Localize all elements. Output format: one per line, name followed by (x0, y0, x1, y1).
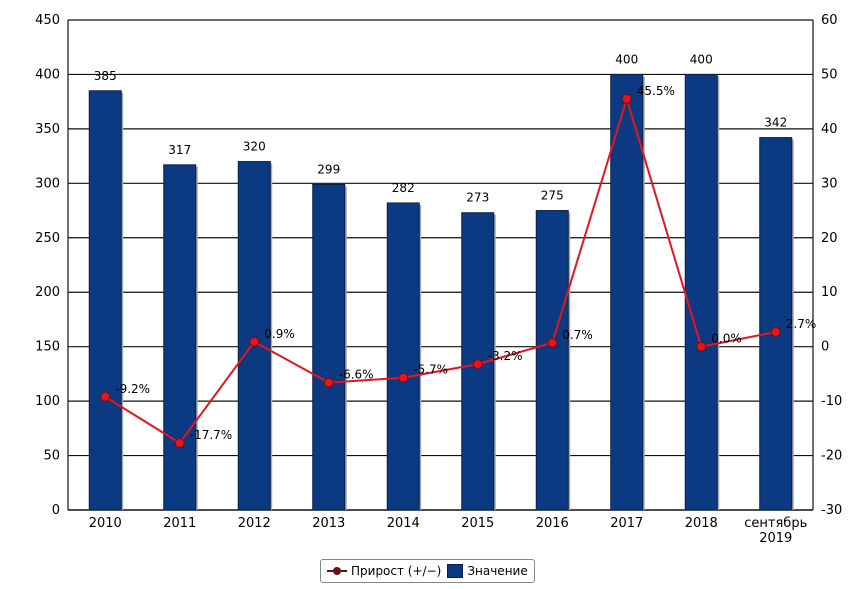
y-left-tick-label: 0 (52, 503, 60, 518)
growth-point (547, 337, 558, 348)
growth-point (249, 336, 260, 347)
bar (610, 73, 644, 511)
y-left-tick-label: 250 (35, 231, 60, 246)
bar (386, 202, 420, 511)
bar-value-label: 299 (317, 162, 340, 176)
growth-point (696, 341, 707, 352)
growth-point (472, 359, 483, 370)
x-tick-label: 2016 (536, 516, 569, 531)
bar-value-label: 342 (764, 116, 787, 130)
bar-value-label: 273 (466, 191, 489, 205)
bar-value-label: 282 (392, 181, 415, 195)
y-right-tick-label: 40 (821, 122, 838, 137)
y-right-tick-label: 50 (821, 67, 838, 82)
bar (535, 210, 569, 511)
y-left-tick-label: 100 (35, 394, 60, 409)
bar (312, 183, 346, 511)
y-left-tick-label: 350 (35, 122, 60, 137)
x-tick-label: 2010 (89, 516, 122, 531)
bar-value-label: 385 (94, 69, 117, 83)
growth-line (104, 95, 776, 445)
y-right-tick-label: 30 (821, 176, 838, 191)
x-tick-label: 2019 (759, 531, 792, 546)
bar-value-label: 400 (690, 52, 713, 66)
legend-bar-swatch-icon (447, 564, 464, 578)
growth-point (174, 438, 185, 449)
growth-point-label: -9.2% (115, 382, 150, 396)
x-tick-label: 2015 (461, 516, 494, 531)
growth-point (100, 391, 111, 402)
y-right-tick-label: -20 (821, 449, 842, 464)
growth-point (621, 93, 632, 104)
legend-line-marker-icon (327, 565, 347, 577)
x-tick-label: 2011 (163, 516, 196, 531)
x-tick-label: 2013 (312, 516, 345, 531)
y-left-tick-label: 150 (35, 340, 60, 355)
growth-point-label: 45.5% (637, 84, 675, 98)
x-tick-label: 2012 (238, 516, 271, 531)
y-right-tick-label: 0 (821, 340, 829, 355)
bar (684, 73, 718, 511)
growth-point-label: -6.6% (339, 368, 374, 382)
bar (88, 90, 122, 511)
bar-value-label: 317 (168, 143, 191, 157)
x-tick-label: 2017 (610, 516, 643, 531)
bar (237, 161, 271, 511)
growth-point-label: 0.0% (711, 332, 742, 346)
y-left-tick-label: 50 (43, 449, 60, 464)
growth-point (398, 372, 409, 383)
x-tick-label: сентябрь (744, 516, 807, 531)
y-left-tick-label: 300 (35, 176, 60, 191)
chart-legend: Прирост (+/−) Значение (320, 559, 535, 583)
legend-label-value: Значение (467, 564, 528, 578)
y-right-tick-label: 10 (821, 285, 838, 300)
bar (759, 137, 793, 511)
growth-point (770, 326, 781, 337)
bar (163, 164, 197, 511)
y-left-tick-label: 450 (35, 13, 60, 28)
growth-point-label: -5.7% (413, 363, 448, 377)
y-right-tick-label: 20 (821, 231, 838, 246)
y-left-tick-label: 400 (35, 67, 60, 82)
bar-value-label: 400 (615, 52, 638, 66)
y-right-tick-label: -10 (821, 394, 842, 409)
x-tick-label: 2018 (685, 516, 718, 531)
x-tick-label: 2014 (387, 516, 420, 531)
y-right-tick-label: -30 (821, 503, 842, 518)
legend-label-growth: Прирост (+/−) (351, 564, 442, 578)
bar-value-label: 275 (541, 189, 564, 203)
growth-point-label: 0.9% (264, 327, 295, 341)
growth-point-label: 2.7% (786, 317, 817, 331)
y-left-tick-label: 200 (35, 285, 60, 300)
legend-item-value: Значение (447, 564, 528, 578)
growth-point-label: -17.7% (190, 428, 232, 442)
legend-item-growth: Прирост (+/−) (327, 564, 441, 578)
y-right-tick-label: 60 (821, 13, 838, 28)
growth-point-label: 0.7% (562, 328, 593, 342)
growth-point (323, 377, 334, 388)
growth-point-label: -3.2% (488, 349, 523, 363)
bar-value-label: 320 (243, 140, 266, 154)
